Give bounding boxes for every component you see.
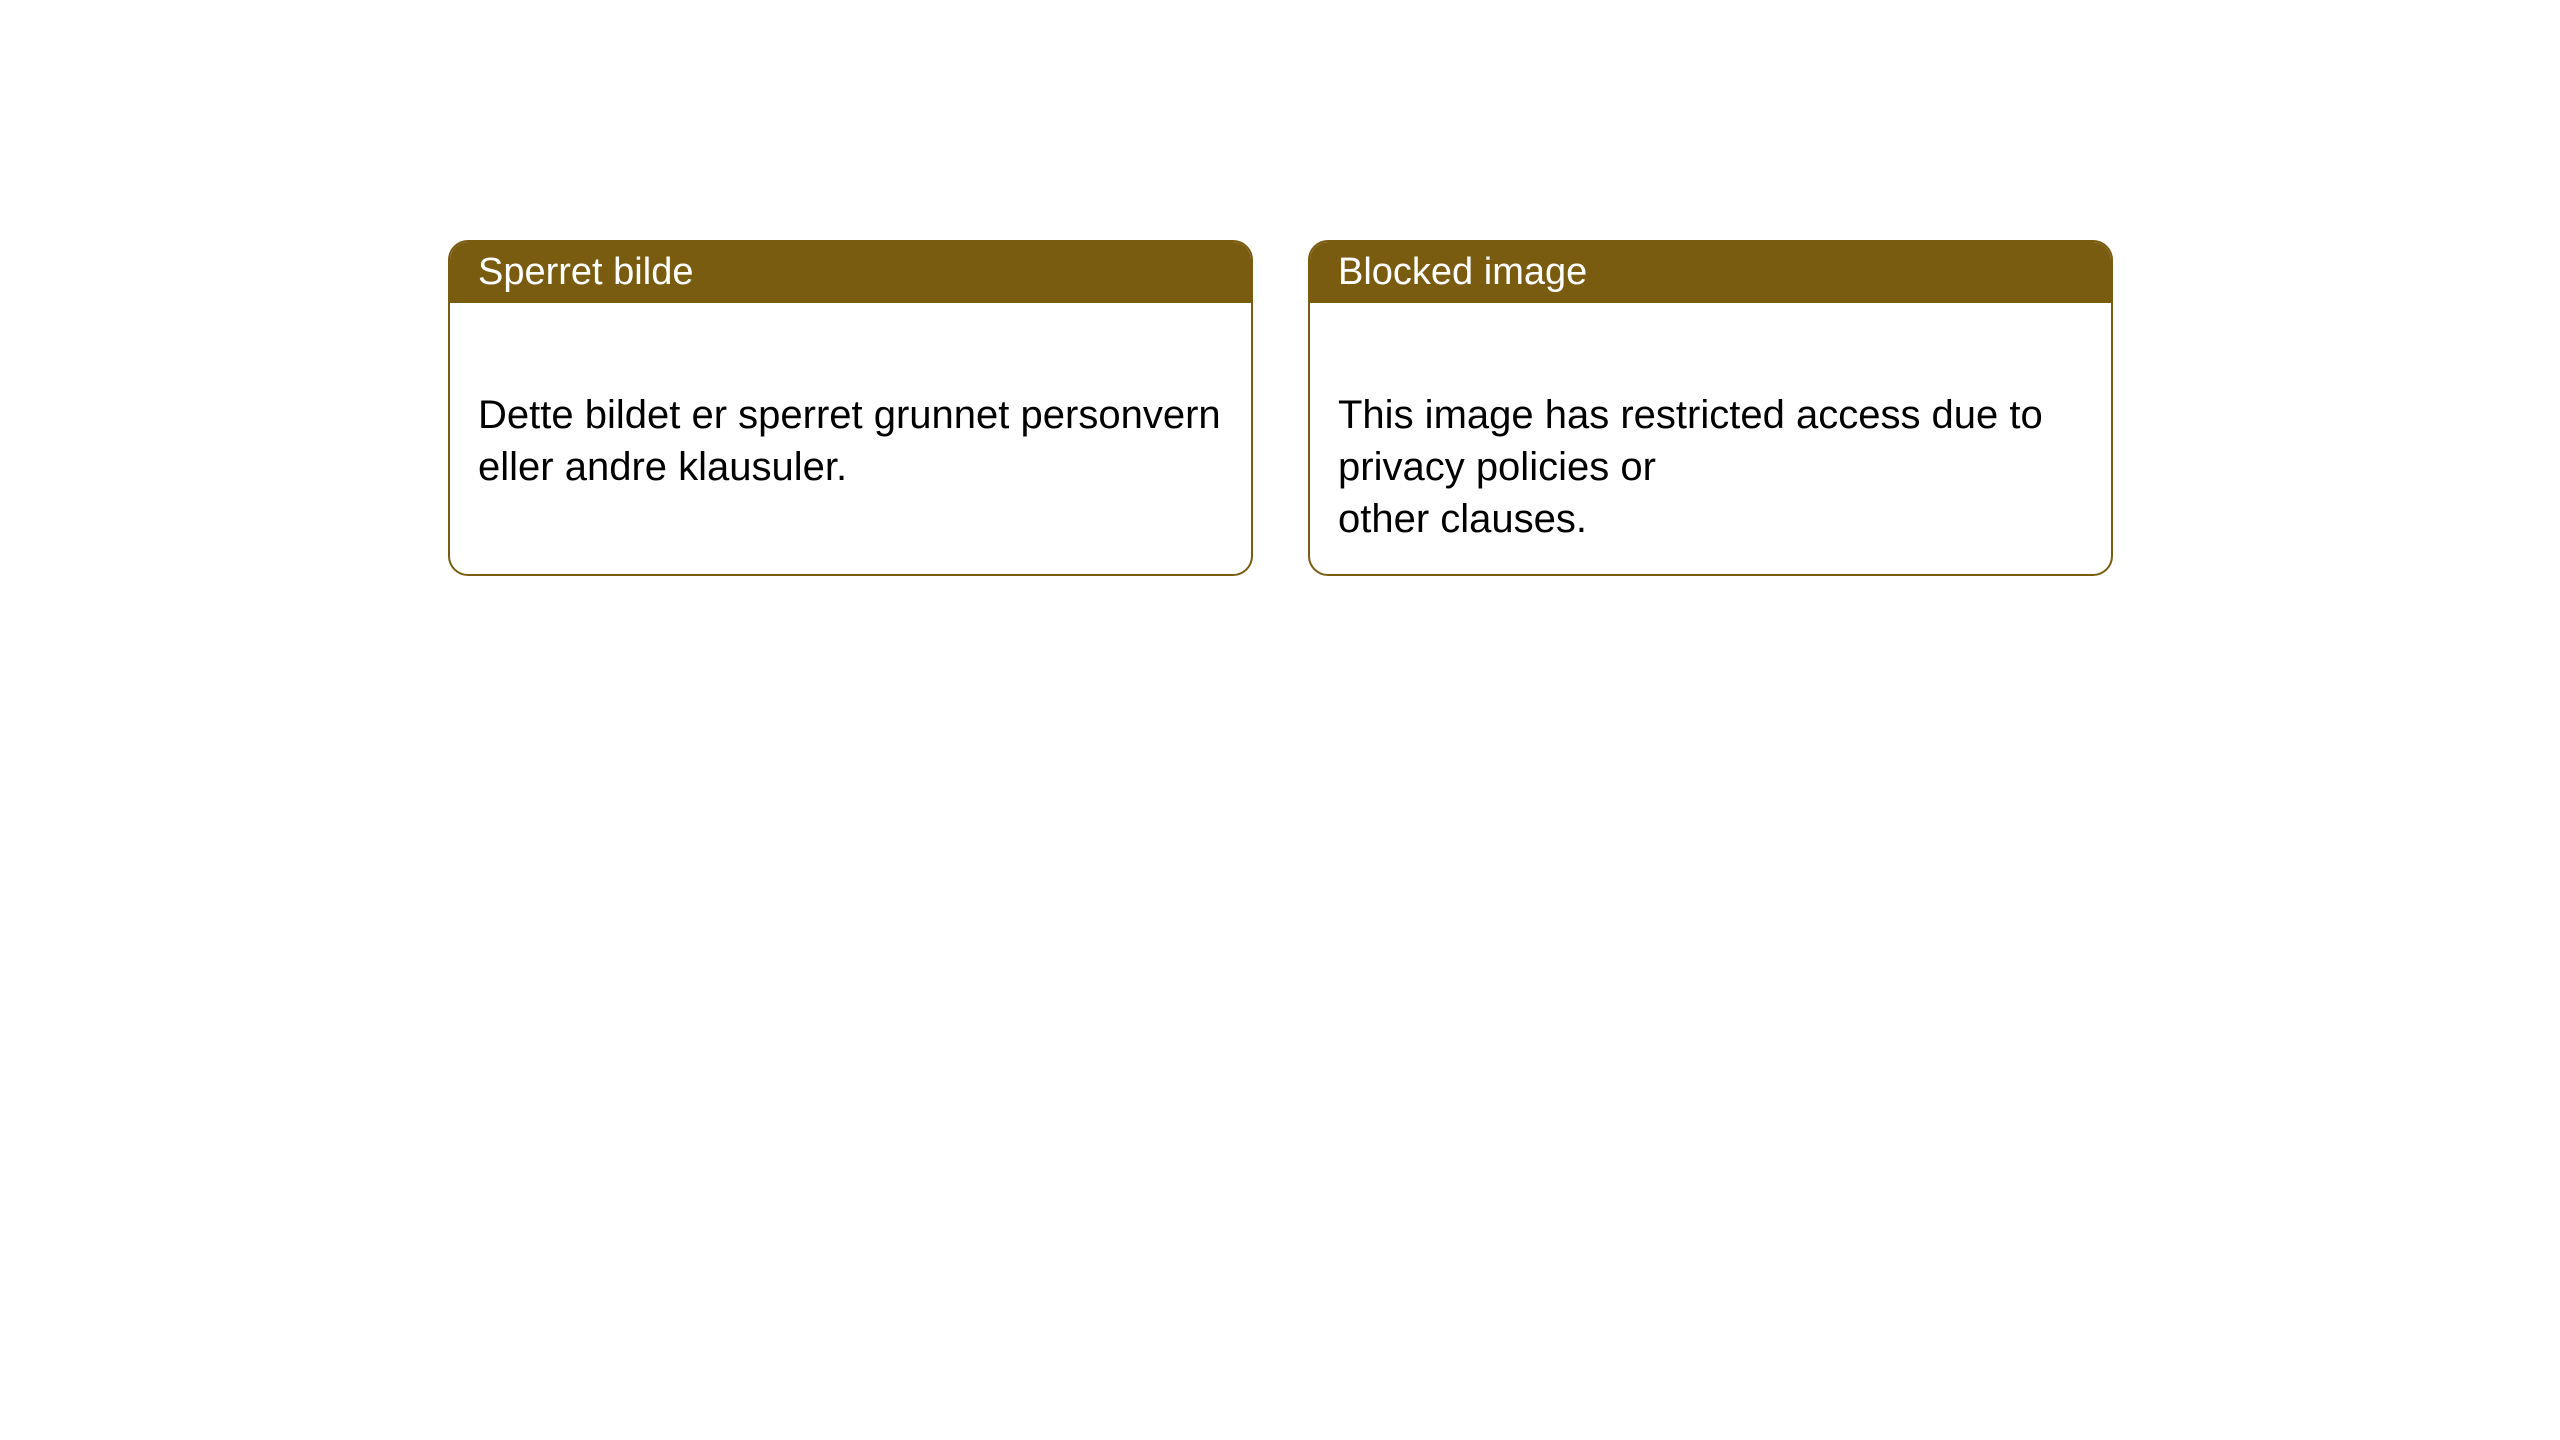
notice-container: Sperret bilde Dette bildet er sperret gr… xyxy=(448,240,2560,576)
notice-body: Dette bildet er sperret grunnet personve… xyxy=(450,303,1251,527)
notice-title: Blocked image xyxy=(1338,251,1587,293)
notice-title: Sperret bilde xyxy=(478,251,693,293)
notice-header: Blocked image xyxy=(1310,242,2111,303)
notice-body-text: Dette bildet er sperret grunnet personve… xyxy=(478,393,1221,489)
notice-header: Sperret bilde xyxy=(450,242,1251,303)
notice-body: This image has restricted access due to … xyxy=(1310,303,2111,576)
notice-card-norwegian: Sperret bilde Dette bildet er sperret gr… xyxy=(448,240,1253,576)
notice-body-text: This image has restricted access due to … xyxy=(1338,393,2043,541)
notice-card-english: Blocked image This image has restricted … xyxy=(1308,240,2113,576)
